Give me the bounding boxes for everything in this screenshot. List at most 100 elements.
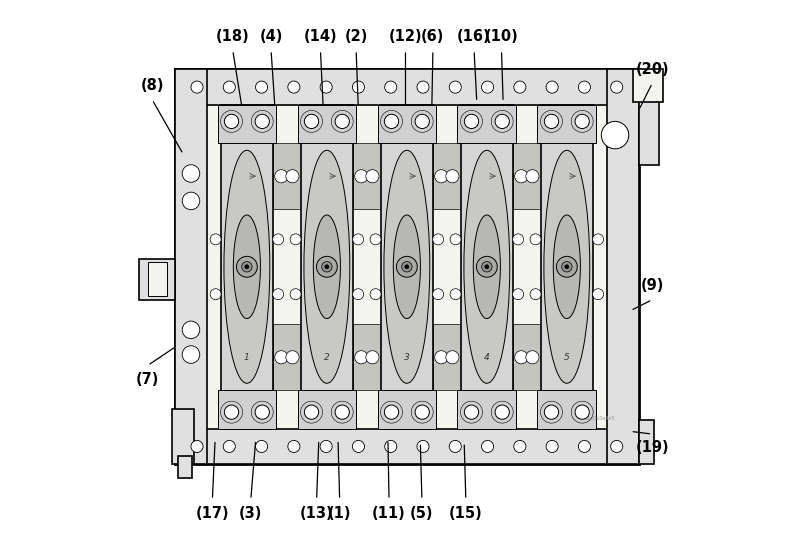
- Circle shape: [191, 441, 203, 453]
- Circle shape: [434, 351, 448, 364]
- Circle shape: [546, 441, 558, 453]
- Circle shape: [482, 81, 494, 93]
- Circle shape: [223, 441, 235, 453]
- Circle shape: [544, 405, 558, 419]
- Text: 4: 4: [484, 353, 490, 362]
- Circle shape: [446, 169, 459, 183]
- Bar: [638, 72, 659, 166]
- Bar: [353, 324, 381, 390]
- Bar: [461, 105, 513, 428]
- Bar: [301, 105, 353, 428]
- Circle shape: [450, 289, 461, 300]
- Circle shape: [255, 81, 268, 93]
- Text: 5: 5: [564, 353, 570, 362]
- Text: (8): (8): [140, 78, 164, 94]
- Text: (5): (5): [410, 506, 434, 521]
- Circle shape: [526, 351, 539, 364]
- Ellipse shape: [224, 150, 270, 383]
- Bar: [221, 105, 273, 428]
- Bar: [353, 144, 381, 209]
- Text: (7): (7): [136, 372, 159, 387]
- Circle shape: [557, 256, 578, 277]
- Circle shape: [402, 262, 412, 272]
- Circle shape: [593, 234, 603, 245]
- Circle shape: [255, 405, 270, 419]
- Circle shape: [182, 165, 200, 182]
- Circle shape: [286, 351, 299, 364]
- Bar: [538, 105, 596, 144]
- Circle shape: [335, 114, 350, 129]
- Circle shape: [562, 262, 572, 272]
- Circle shape: [415, 405, 430, 419]
- Circle shape: [286, 169, 299, 183]
- Bar: [273, 324, 301, 390]
- Bar: [175, 69, 638, 464]
- Circle shape: [446, 351, 459, 364]
- Text: 1: 1: [244, 353, 250, 362]
- Text: (3): (3): [239, 506, 262, 521]
- Circle shape: [384, 405, 398, 419]
- Circle shape: [610, 441, 622, 453]
- Bar: [633, 69, 663, 102]
- Circle shape: [417, 81, 429, 93]
- Circle shape: [514, 169, 528, 183]
- Bar: [148, 262, 167, 296]
- Circle shape: [325, 265, 329, 269]
- Circle shape: [482, 441, 494, 453]
- Circle shape: [304, 405, 318, 419]
- Circle shape: [495, 405, 510, 419]
- Text: 3: 3: [404, 353, 410, 362]
- Circle shape: [274, 351, 288, 364]
- Circle shape: [385, 81, 397, 93]
- Circle shape: [224, 405, 238, 419]
- Circle shape: [210, 234, 221, 245]
- Circle shape: [433, 289, 444, 300]
- Circle shape: [288, 81, 300, 93]
- Circle shape: [578, 441, 590, 453]
- Circle shape: [514, 81, 526, 93]
- Circle shape: [242, 262, 252, 272]
- Circle shape: [485, 265, 489, 269]
- Text: e1e0e3e4e5: e1e0e3e4e5: [585, 416, 615, 421]
- Circle shape: [450, 81, 462, 93]
- Circle shape: [191, 81, 203, 93]
- Bar: [541, 105, 593, 428]
- Circle shape: [182, 192, 200, 210]
- Bar: [172, 409, 194, 464]
- Circle shape: [366, 351, 379, 364]
- Circle shape: [320, 81, 332, 93]
- Circle shape: [433, 234, 444, 245]
- Bar: [175, 69, 638, 105]
- Bar: [513, 144, 541, 209]
- Circle shape: [245, 265, 249, 269]
- Circle shape: [182, 321, 200, 339]
- Text: (14): (14): [304, 29, 338, 44]
- Circle shape: [353, 289, 364, 300]
- Circle shape: [354, 351, 368, 364]
- Circle shape: [290, 289, 301, 300]
- Circle shape: [530, 289, 541, 300]
- Bar: [218, 105, 276, 144]
- Circle shape: [385, 441, 397, 453]
- Text: (13): (13): [300, 506, 334, 521]
- Text: (11): (11): [372, 506, 406, 521]
- Bar: [378, 390, 436, 428]
- Text: 2: 2: [324, 353, 330, 362]
- Bar: [433, 144, 461, 209]
- Circle shape: [575, 114, 590, 129]
- Circle shape: [237, 256, 258, 277]
- Circle shape: [593, 289, 603, 300]
- Circle shape: [513, 234, 524, 245]
- Circle shape: [575, 405, 590, 419]
- Circle shape: [434, 169, 448, 183]
- Circle shape: [495, 114, 510, 129]
- Circle shape: [353, 234, 364, 245]
- Bar: [381, 105, 433, 428]
- Circle shape: [482, 262, 492, 272]
- Circle shape: [464, 114, 478, 129]
- Ellipse shape: [474, 215, 500, 318]
- Bar: [298, 390, 356, 428]
- Ellipse shape: [314, 215, 341, 318]
- Bar: [458, 390, 516, 428]
- Circle shape: [370, 234, 381, 245]
